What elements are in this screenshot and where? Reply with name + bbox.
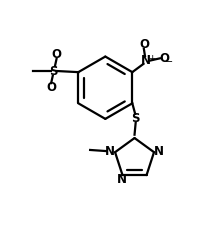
Text: S: S (50, 65, 58, 78)
Text: O: O (139, 38, 149, 52)
Text: +: + (148, 54, 155, 63)
Text: O: O (52, 48, 62, 61)
Text: N: N (153, 144, 164, 158)
Text: N: N (105, 144, 115, 158)
Text: S: S (131, 112, 140, 125)
Text: O: O (46, 81, 56, 94)
Text: N: N (116, 173, 126, 186)
Text: O: O (159, 52, 169, 65)
Text: −: − (165, 57, 173, 67)
Text: N: N (141, 54, 151, 67)
